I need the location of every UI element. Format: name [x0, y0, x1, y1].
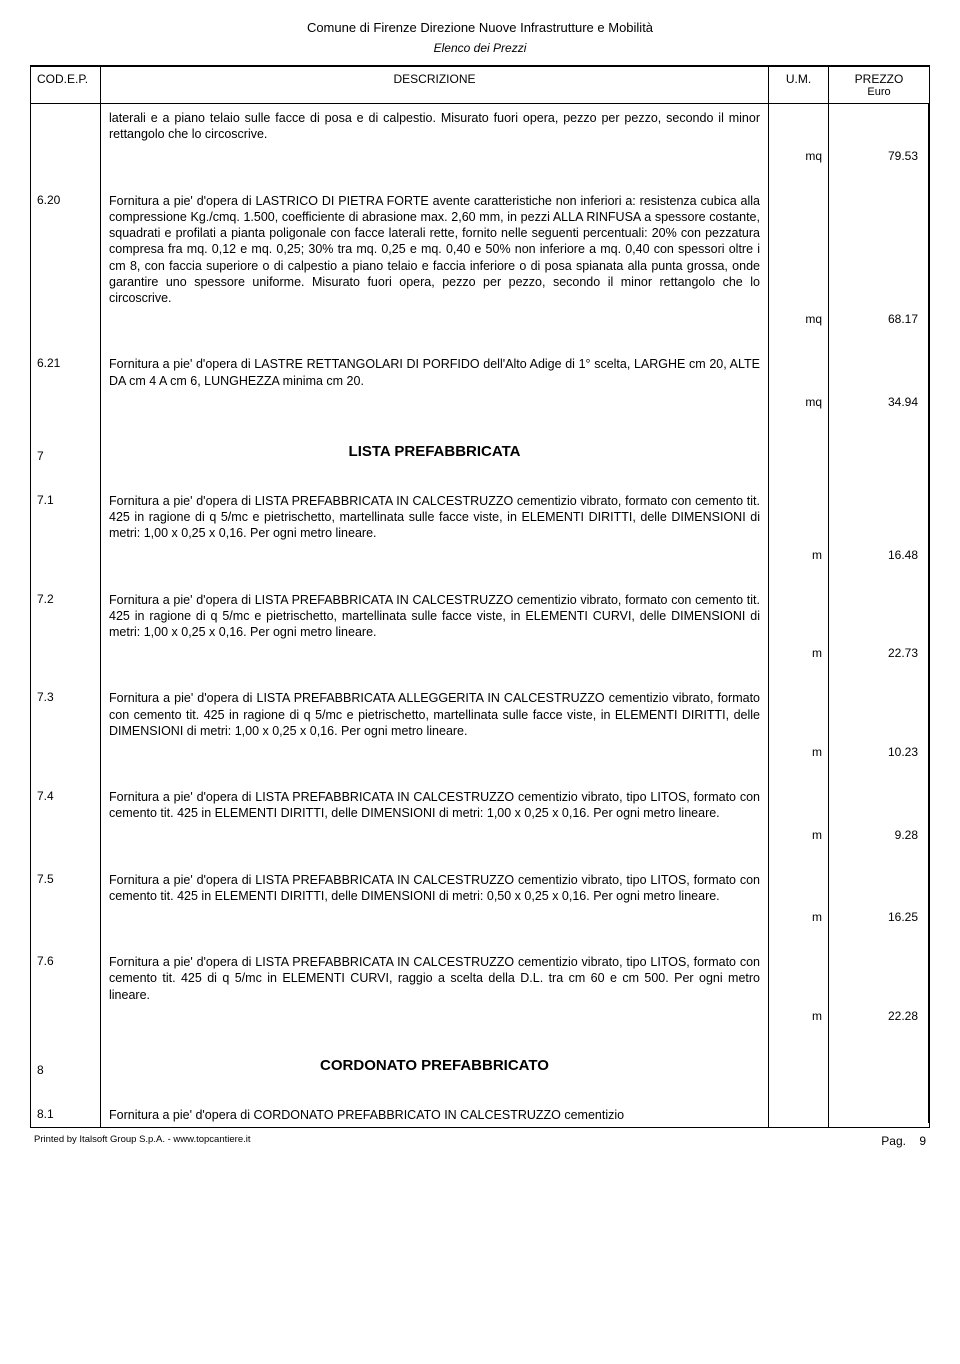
section-title: LISTA PREFABBRICATA [101, 433, 769, 479]
row-price-blank [829, 866, 929, 905]
row-price-blank [829, 783, 929, 822]
row-um: m [769, 640, 829, 660]
row-um: mq [769, 143, 829, 163]
section-um [769, 1047, 829, 1093]
document-header: Comune di Firenze Direzione Nuove Infras… [30, 20, 930, 55]
section-price [829, 433, 929, 479]
row-price: 68.17 [829, 306, 929, 326]
col-price-header: PREZZO Euro [829, 67, 929, 103]
row-um-blank [769, 866, 829, 905]
row-price-blank [829, 487, 929, 542]
page-number: 9 [919, 1134, 926, 1148]
row-code: 8.1 [31, 1101, 101, 1123]
row-desc: Fornitura a pie' d'opera di LISTA PREFAB… [101, 866, 769, 905]
price-label: PREZZO [855, 72, 904, 86]
price-table: COD.E.P. DESCRIZIONE U.M. PREZZO Euro la… [30, 65, 930, 1128]
row-price: 34.94 [829, 389, 929, 409]
row-code: 7.6 [31, 948, 101, 1003]
col-desc-header: DESCRIZIONE [101, 67, 769, 103]
row-code: 7.5 [31, 866, 101, 905]
row-price-blank [829, 948, 929, 1003]
table-header: COD.E.P. DESCRIZIONE U.M. PREZZO Euro [31, 67, 929, 104]
row-price-blank [829, 104, 929, 143]
row-um: mq [769, 306, 829, 326]
row-price: 16.48 [829, 542, 929, 562]
footer-page: Pag. 9 [881, 1134, 926, 1148]
row-price-blank [829, 350, 929, 389]
row-um-blank [769, 783, 829, 822]
row-desc: Fornitura a pie' d'opera di LISTA PREFAB… [101, 487, 769, 542]
doc-subtitle: Elenco dei Prezzi [30, 41, 930, 55]
row-um-blank [769, 1101, 829, 1123]
row-price: 9.28 [829, 822, 929, 842]
row-desc: Fornitura a pie' d'opera di LISTA PREFAB… [101, 948, 769, 1003]
row-desc: Fornitura a pie' d'opera di LISTA PREFAB… [101, 684, 769, 739]
section-price [829, 1047, 929, 1093]
table-body: laterali e a piano telaio sulle facce di… [31, 104, 929, 1127]
row-um: m [769, 1003, 829, 1023]
section-code: 7 [31, 433, 101, 479]
row-um-blank [769, 684, 829, 739]
row-desc: Fornitura a pie' d'opera di CORDONATO PR… [101, 1101, 769, 1123]
row-desc: Fornitura a pie' d'opera di LISTA PREFAB… [101, 783, 769, 822]
row-um: m [769, 739, 829, 759]
page-footer: Printed by Italsoft Group S.p.A. - www.t… [30, 1128, 930, 1154]
row-code [31, 104, 101, 143]
row-code: 7.2 [31, 586, 101, 641]
row-price: 16.25 [829, 904, 929, 924]
row-um-blank [769, 187, 829, 307]
section-code: 8 [31, 1047, 101, 1093]
row-price-blank [829, 1101, 929, 1123]
row-um-blank [769, 104, 829, 143]
row-price: 10.23 [829, 739, 929, 759]
section-um [769, 433, 829, 479]
row-um: m [769, 542, 829, 562]
row-code: 6.20 [31, 187, 101, 307]
row-desc: Fornitura a pie' d'opera di LASTRE RETTA… [101, 350, 769, 389]
row-price-blank [829, 586, 929, 641]
org-title: Comune di Firenze Direzione Nuove Infras… [30, 20, 930, 35]
row-um: m [769, 822, 829, 842]
row-um-blank [769, 586, 829, 641]
row-um-blank [769, 487, 829, 542]
row-desc: laterali e a piano telaio sulle facce di… [101, 104, 769, 143]
price-sub: Euro [835, 86, 923, 98]
row-code: 7.1 [31, 487, 101, 542]
row-um-blank [769, 948, 829, 1003]
row-price: 22.28 [829, 1003, 929, 1023]
row-desc: Fornitura a pie' d'opera di LISTA PREFAB… [101, 586, 769, 641]
row-price: 79.53 [829, 143, 929, 163]
row-um: mq [769, 389, 829, 409]
row-price-blank [829, 684, 929, 739]
row-price-blank [829, 187, 929, 307]
footer-printed: Printed by Italsoft Group S.p.A. - www.t… [34, 1134, 251, 1148]
row-code: 6.21 [31, 350, 101, 389]
row-desc: Fornitura a pie' d'opera di LASTRICO DI … [101, 187, 769, 307]
page-label: Pag. [881, 1134, 906, 1148]
section-title: CORDONATO PREFABBRICATO [101, 1047, 769, 1093]
row-price: 22.73 [829, 640, 929, 660]
row-um-blank [769, 350, 829, 389]
row-code: 7.3 [31, 684, 101, 739]
row-code: 7.4 [31, 783, 101, 822]
row-um: m [769, 904, 829, 924]
col-um-header: U.M. [769, 67, 829, 103]
col-code-header: COD.E.P. [31, 67, 101, 103]
